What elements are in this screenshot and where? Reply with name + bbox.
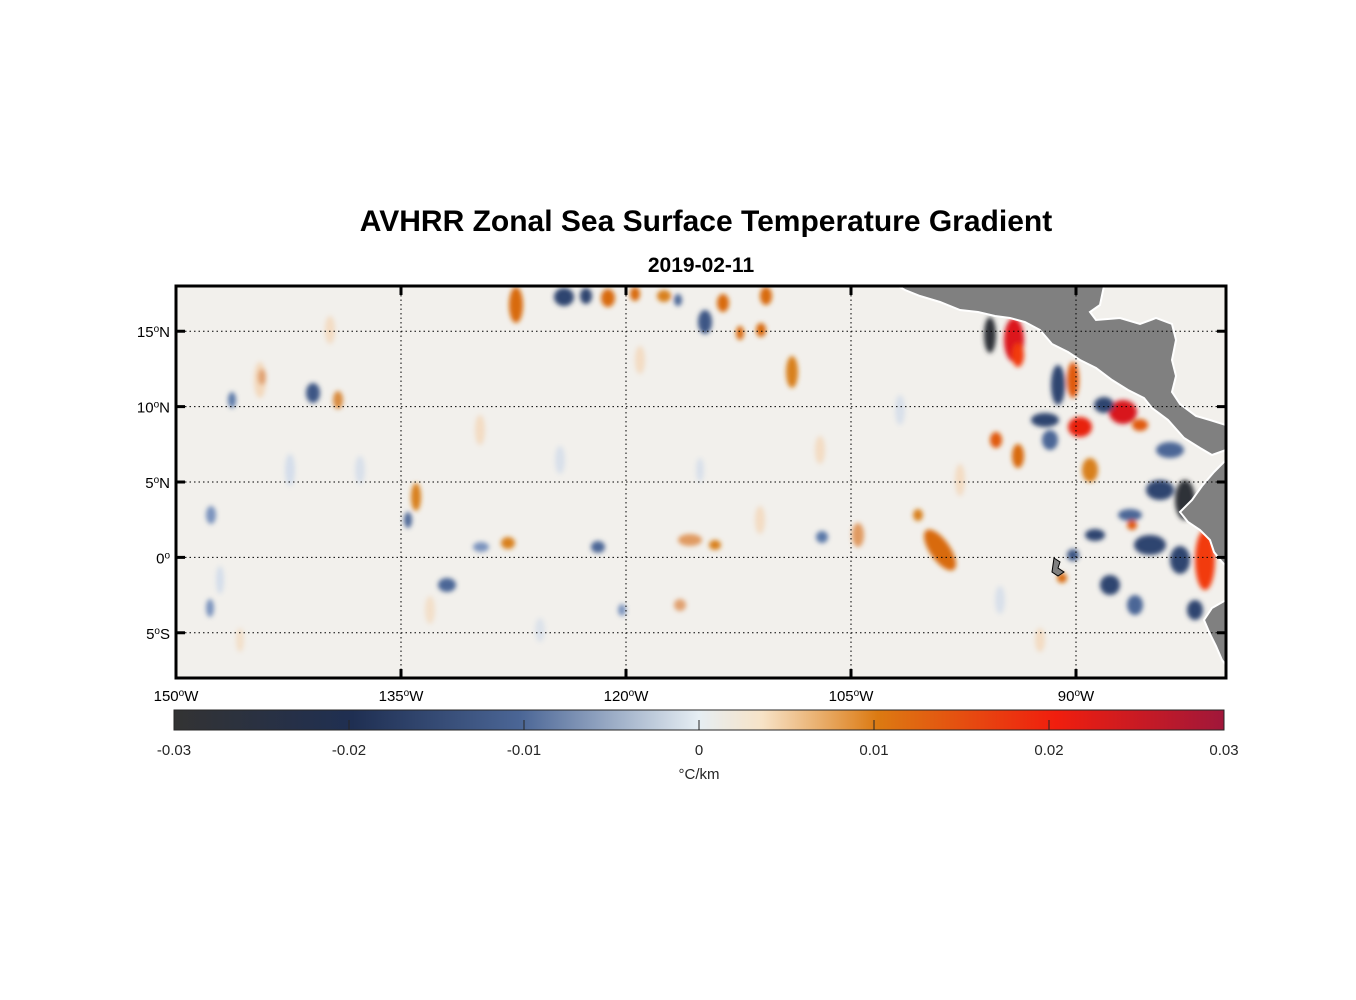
- longitude-labels: 150oW 135oW 120oW 105oW 90oW: [154, 688, 1095, 706]
- map-plot-area: [176, 286, 1226, 678]
- colorbar-tick-label: 0: [695, 742, 703, 759]
- colorbar-tick-label: 0.02: [1034, 742, 1063, 759]
- lat-tick-label: 5oS: [146, 625, 170, 643]
- lon-tick-label: 135oW: [379, 688, 425, 706]
- land-mass: [895, 286, 1226, 667]
- lat-tick-label: 15oN: [137, 324, 170, 342]
- lon-tick-label: 150oW: [154, 688, 200, 706]
- galapagos-island: [1051, 557, 1065, 577]
- ocean-background: [176, 286, 1226, 678]
- colorbar-tick-labels: -0.03 -0.02 -0.01 0 0.01 0.02 0.03: [157, 742, 1239, 759]
- lat-tick-label: 0o: [156, 550, 170, 568]
- lat-tick-label: 5oN: [145, 475, 170, 493]
- map-axis-ticks: [174, 286, 1226, 678]
- colorbar-ticks: [348, 720, 1050, 730]
- map-title: AVHRR Zonal Sea Surface Temperature Grad…: [359, 205, 1053, 238]
- colorbar-tick-label: 0.01: [859, 742, 888, 759]
- colorbar: -0.03 -0.02 -0.01 0 0.01 0.02 0.03 °C/km: [157, 709, 1239, 783]
- lon-tick-label: 120oW: [604, 688, 650, 706]
- lat-tick-label: 10oN: [137, 399, 170, 417]
- latitude-labels: 15oN 10oN 5oN 0o 5oS: [137, 324, 171, 643]
- lon-tick-label: 105oW: [829, 688, 875, 706]
- central-america-land: [895, 286, 1226, 457]
- colorbar-tick-label: -0.03: [157, 742, 191, 759]
- colorbar-tick-label: -0.01: [507, 742, 541, 759]
- sst-gradient-field: [206, 287, 1224, 652]
- colorbar-tick-label: -0.02: [332, 742, 366, 759]
- colorbar-unit-label: °C/km: [679, 766, 720, 783]
- colorbar-tick-label: 0.03: [1209, 742, 1238, 759]
- lon-tick-label: 90oW: [1058, 688, 1095, 706]
- map-subtitle: 2019-02-11: [647, 254, 755, 277]
- south-america-land: [1178, 458, 1226, 568]
